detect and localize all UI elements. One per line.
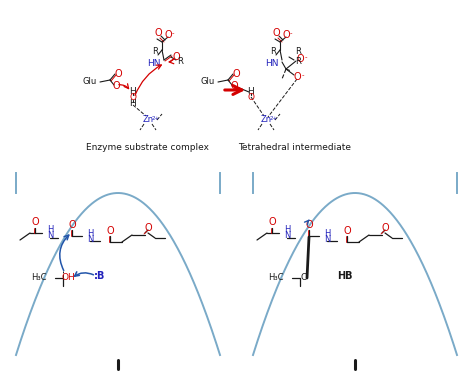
Text: Enzyme substrate complex: Enzyme substrate complex <box>86 144 210 153</box>
Text: :B: :B <box>94 271 106 281</box>
Text: R: R <box>152 48 158 57</box>
Text: -: - <box>290 30 292 36</box>
Text: OH: OH <box>61 273 75 282</box>
Text: O: O <box>154 28 162 38</box>
Text: O: O <box>301 273 308 282</box>
Text: -: - <box>172 30 174 36</box>
Text: O: O <box>31 217 39 227</box>
Text: R: R <box>295 46 301 55</box>
Text: H: H <box>87 228 93 237</box>
Text: O: O <box>272 28 280 38</box>
Text: O: O <box>112 81 120 91</box>
Text: Glu: Glu <box>201 77 215 87</box>
Text: R: R <box>177 57 183 65</box>
Text: H: H <box>129 99 137 109</box>
Text: 2+: 2+ <box>152 115 160 121</box>
Text: R: R <box>270 48 276 57</box>
Text: O: O <box>247 93 255 102</box>
Text: -: - <box>305 54 307 60</box>
Text: N: N <box>47 231 53 241</box>
Text: O: O <box>114 69 122 79</box>
Text: H: H <box>324 228 330 237</box>
Text: O: O <box>293 72 301 82</box>
Text: O: O <box>381 223 389 233</box>
Text: H: H <box>284 225 290 234</box>
Text: H₃C: H₃C <box>268 273 284 282</box>
Text: O: O <box>268 217 276 227</box>
Text: Zn: Zn <box>143 115 154 125</box>
Text: HN: HN <box>265 58 279 67</box>
Text: H: H <box>129 87 137 96</box>
Text: 2+: 2+ <box>270 115 278 121</box>
Text: N: N <box>324 234 330 244</box>
Text: HN: HN <box>147 58 161 67</box>
Text: Zn: Zn <box>260 115 272 125</box>
Text: O: O <box>129 93 137 102</box>
Text: N: N <box>87 234 93 244</box>
Text: O: O <box>172 52 180 62</box>
Text: O: O <box>106 226 114 236</box>
Text: O: O <box>232 69 240 79</box>
Text: O: O <box>282 30 290 40</box>
Text: HB: HB <box>337 271 353 281</box>
Text: C: C <box>285 68 286 70</box>
Text: O: O <box>296 54 304 64</box>
Text: O: O <box>144 223 152 233</box>
Text: N: N <box>284 231 290 241</box>
Text: O: O <box>230 81 238 91</box>
Text: O: O <box>343 226 351 236</box>
Text: O: O <box>68 220 76 230</box>
Text: H: H <box>47 225 53 234</box>
Text: H: H <box>247 87 255 96</box>
Text: R: R <box>295 57 301 65</box>
Text: O: O <box>305 220 313 230</box>
Text: Tetrahedral intermediate: Tetrahedral intermediate <box>238 144 352 153</box>
Text: -: - <box>302 72 304 78</box>
Text: Glu: Glu <box>83 77 97 87</box>
Text: O: O <box>164 30 172 40</box>
Text: H₃C: H₃C <box>31 273 47 282</box>
